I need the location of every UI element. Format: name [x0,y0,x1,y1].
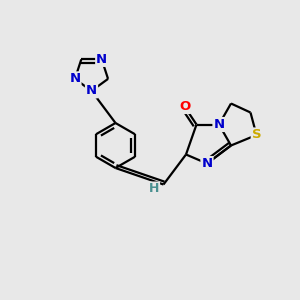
Text: N: N [213,118,225,131]
Text: N: N [69,72,80,86]
Text: H: H [149,182,159,196]
Text: N: N [201,157,213,170]
Text: O: O [179,100,190,113]
Text: N: N [96,53,107,66]
Text: S: S [252,128,261,142]
Text: N: N [86,84,97,98]
